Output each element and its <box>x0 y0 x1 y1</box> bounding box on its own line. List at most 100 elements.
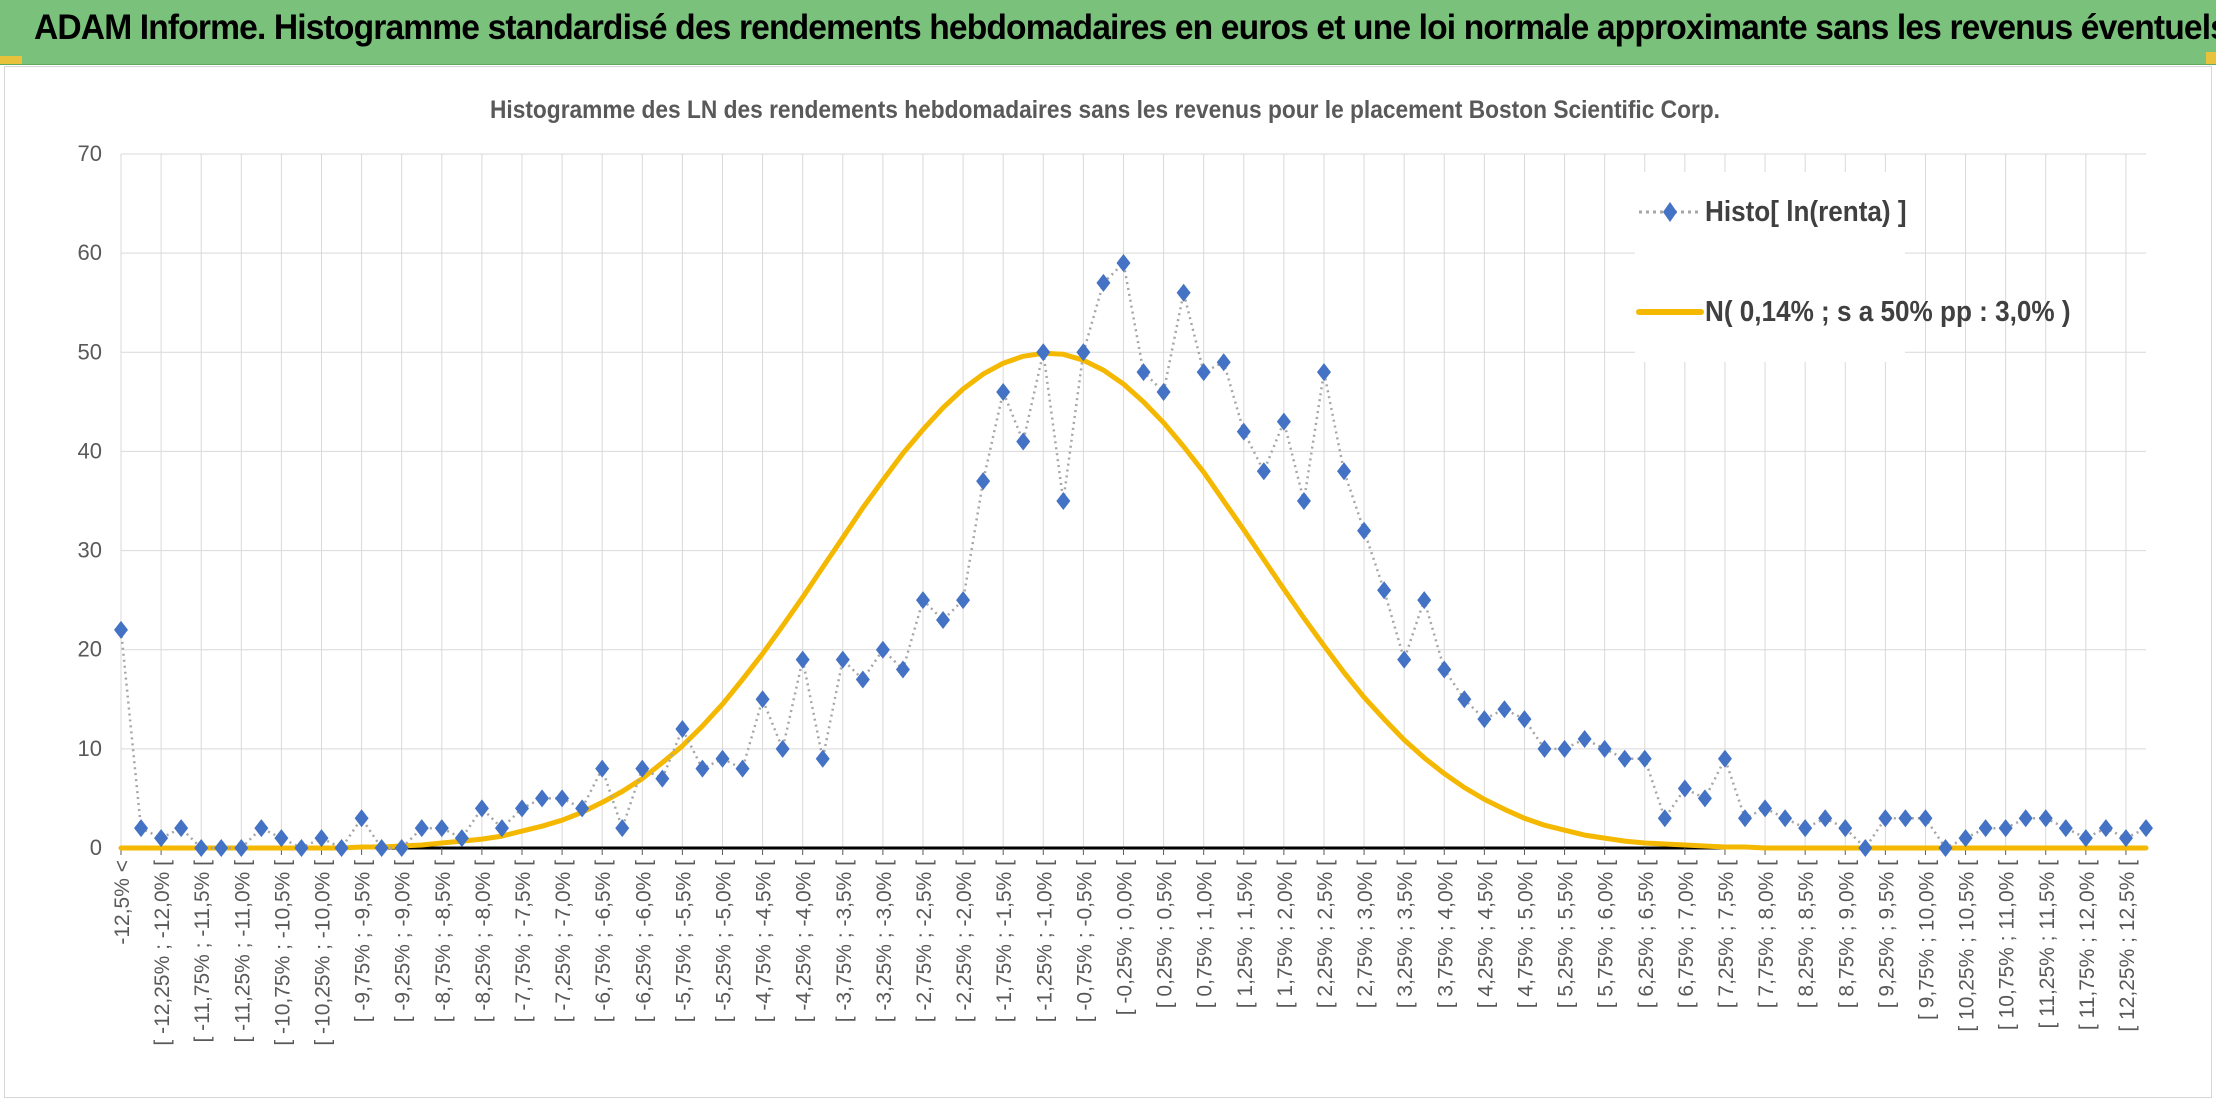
histogram-point <box>1276 412 1291 431</box>
histogram-point <box>655 769 670 788</box>
y-tick-label: 0 <box>90 835 102 860</box>
x-tick-label: [ -5,75% ; -5,5% [ <box>672 860 695 1022</box>
x-tick-label: [ -4,25% ; -4,0% [ <box>793 860 816 1022</box>
histogram-point <box>1597 739 1612 758</box>
y-tick-label: 70 <box>78 141 102 166</box>
histogram-point <box>494 819 509 838</box>
chart-gridlines <box>120 153 2146 848</box>
histogram-point <box>535 789 550 808</box>
histogram-point <box>454 829 469 848</box>
histogram-point <box>334 839 349 857</box>
histogram-point <box>1978 819 1993 838</box>
histogram-point <box>374 839 389 857</box>
histogram-point <box>1397 650 1412 669</box>
y-tick-label: 10 <box>78 736 102 761</box>
histogram-point <box>314 829 329 848</box>
histogram-point <box>1016 432 1031 451</box>
x-axis: -12,5% < [ -12,25% ; -12,0% [[ -11,75% ; … <box>111 846 2146 1046</box>
histogram-point <box>615 819 630 838</box>
histogram-point <box>755 690 770 709</box>
histogram-point <box>2078 829 2093 848</box>
x-tick-label: [ -7,25% ; -7,0% [ <box>552 860 575 1022</box>
histogram-point <box>274 829 289 848</box>
x-tick-label: [ 3,75% ; 4,0% [ <box>1434 860 1457 1008</box>
legend-normal-swatch <box>1636 309 1704 315</box>
x-tick-label: [ -2,25% ; -2,0% [ <box>953 860 976 1022</box>
x-tick-label: [ 4,25% ; 4,5% [ <box>1474 860 1497 1008</box>
normal-curve-series <box>118 350 2149 851</box>
histogram-point <box>1056 492 1071 510</box>
histogram-point <box>1116 254 1131 273</box>
x-tick-label: [ 7,75% ; 8,0% [ <box>1755 860 1778 1008</box>
x-tick-label: [ -1,75% ; -1,5% [ <box>993 860 1016 1022</box>
histogram-point <box>2098 819 2113 838</box>
y-axis: 0 10 20 30 40 50 60 70 <box>78 141 102 860</box>
legend-item-normal[interactable]: N( 0,14% ; s a 50% pp : 3,0% ) <box>1635 292 2111 332</box>
histogram-point <box>1497 700 1512 719</box>
histogram-point <box>956 591 971 610</box>
x-tick-label: [ 12,25% ; 12,5% [ <box>2116 860 2139 1032</box>
x-tick-label: [ 5,75% ; 6,0% [ <box>1595 860 1618 1008</box>
histogram-point <box>114 620 128 639</box>
histogram-point <box>1296 492 1311 510</box>
histogram-point <box>895 660 910 679</box>
histogram-point <box>775 739 790 758</box>
x-tick-label: [ -8,75% ; -8,5% [ <box>432 860 455 1022</box>
histogram-point <box>414 819 429 838</box>
histogram-point <box>1697 789 1712 808</box>
histogram-point <box>1878 809 1893 828</box>
x-tick-label: [ 8,75% ; 9,0% [ <box>1835 860 1858 1008</box>
histogram-point <box>1798 819 1813 838</box>
x-tick-label: [ 0,75% ; 1,0% [ <box>1194 860 1217 1008</box>
legend-normal-label: N( 0,14% ; s a 50% pp : 3,0% ) <box>1705 295 2071 328</box>
histogram-point <box>354 809 369 828</box>
histogram-point <box>1437 660 1452 679</box>
histogram-point <box>294 839 309 857</box>
histogram-point <box>795 650 810 669</box>
x-tick-label: [ 0,25% ; 0,5% [ <box>1154 860 1177 1008</box>
y-tick-label: 20 <box>78 637 102 662</box>
x-tick-label: [ -12,25% ; -12,0% [ <box>151 860 174 1046</box>
x-tick-label: [ -1,25% ; -1,0% [ <box>1033 860 1056 1022</box>
histogram-point <box>1236 422 1251 441</box>
x-tick-label: [ 11,75% ; 12,0% [ <box>2076 860 2099 1030</box>
histogram-point <box>1537 739 1552 758</box>
histogram-point <box>474 799 489 818</box>
histogram-point <box>1717 749 1732 768</box>
histogram-point <box>835 650 850 669</box>
x-tick-label: [ 5,25% ; 5,5% [ <box>1555 860 1578 1008</box>
x-tick-label: [ 6,75% ; 7,0% [ <box>1675 860 1698 1008</box>
header-accent-left <box>0 56 22 64</box>
histogram-point <box>1357 521 1372 540</box>
x-tick-label: [ 10,25% ; 10,5% [ <box>1956 860 1979 1032</box>
histogram-point <box>1738 809 1753 828</box>
histogram-point <box>1577 729 1592 748</box>
x-tick-label: [ -3,75% ; -3,5% [ <box>833 860 856 1022</box>
histogram-point <box>1858 839 1873 857</box>
histogram-point <box>635 759 650 778</box>
histogram-point <box>1758 799 1773 818</box>
x-tick-label: [ 10,75% ; 11,0% [ <box>1996 860 2019 1030</box>
x-tick-label: [ -3,25% ; -3,0% [ <box>873 860 896 1022</box>
x-tick-label: [ -9,25% ; -9,0% [ <box>392 860 415 1022</box>
header-bar: ADAM Informe. Histogramme standardisé de… <box>0 0 2216 65</box>
histogram-point <box>2139 819 2153 838</box>
histogram-point <box>595 759 610 778</box>
x-tick-label: [ -6,75% ; -6,5% [ <box>592 860 615 1022</box>
x-tick-label: [ -0,75% ; -0,5% [ <box>1073 860 1096 1022</box>
histogram-point <box>434 819 449 838</box>
x-tick-label: [ 7,25% ; 7,5% [ <box>1715 860 1738 1008</box>
legend-item-histogram[interactable]: Histo[ ln(renta) ] <box>1635 192 1929 232</box>
histogram-point <box>2018 809 2033 828</box>
x-tick-label: [ 2,25% ; 2,5% [ <box>1314 860 1337 1008</box>
histogram-point <box>134 819 149 838</box>
histogram-point <box>695 759 710 778</box>
x-tick-label: [ 9,25% ; 9,5% [ <box>1875 860 1898 1008</box>
legend-histogram-label: Histo[ ln(renta) ] <box>1705 195 1907 228</box>
chart-legend: Histo[ ln(renta) ] N( 0,14% ; s a 50% pp… <box>1635 172 2071 362</box>
histogram-point <box>915 591 930 610</box>
histogram-point <box>1096 273 1111 292</box>
x-tick-label: [ -9,75% ; -9,5% [ <box>352 860 375 1022</box>
histogram-point <box>1036 343 1051 362</box>
